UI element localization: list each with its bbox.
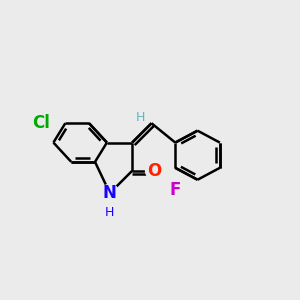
Text: F: F [169, 181, 181, 199]
Circle shape [146, 162, 164, 180]
Text: O: O [147, 162, 162, 180]
Text: Cl: Cl [33, 114, 50, 132]
Circle shape [167, 182, 184, 198]
Circle shape [30, 111, 53, 135]
Text: H: H [105, 206, 115, 219]
Text: N: N [103, 184, 117, 202]
Circle shape [101, 184, 119, 202]
Text: H: H [136, 111, 145, 124]
